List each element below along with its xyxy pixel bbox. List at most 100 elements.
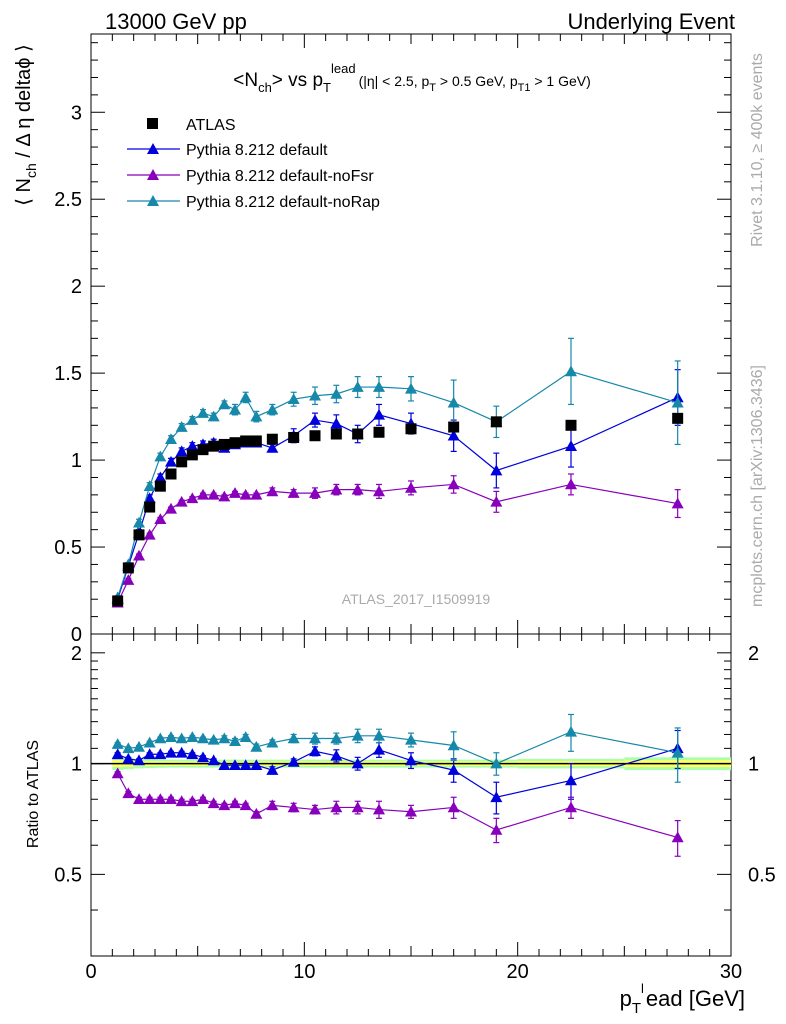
x-tick-label: 20 bbox=[507, 961, 529, 983]
ratio-point-default bbox=[250, 759, 263, 771]
data-point-atlas bbox=[309, 430, 321, 442]
ratio-point-default bbox=[186, 748, 199, 760]
data-point-default bbox=[266, 441, 279, 453]
ratio-point-nofsr bbox=[186, 795, 199, 807]
ratio-point-nofsr bbox=[287, 801, 300, 813]
data-point-nofsr bbox=[490, 495, 503, 507]
data-point-norap bbox=[229, 403, 241, 415]
data-point-norap bbox=[154, 450, 167, 462]
data-point-nofsr bbox=[186, 492, 199, 504]
legend-marker-norap bbox=[147, 195, 159, 206]
data-point-atlas bbox=[186, 449, 198, 461]
legend-label-norap: Pythia 8.212 default-noRap bbox=[186, 194, 380, 211]
y-tick-label: 2.5 bbox=[54, 189, 82, 211]
ratio-point-norap bbox=[351, 729, 364, 741]
y-axis-label: ⟨ Nch / Δ η deltaϕ ⟩ bbox=[13, 44, 39, 206]
data-point-nofsr bbox=[565, 478, 577, 490]
data-point-nofsr bbox=[229, 487, 241, 498]
data-point-nofsr bbox=[447, 478, 460, 490]
data-point-default bbox=[309, 414, 321, 425]
ratio-tick-label-left: 2 bbox=[71, 643, 82, 665]
data-point-norap bbox=[186, 414, 199, 425]
ratio-point-default bbox=[490, 791, 503, 803]
data-point-default bbox=[154, 471, 167, 483]
data-point-norap bbox=[287, 393, 300, 405]
ratio-point-norap bbox=[671, 746, 684, 758]
ratio-point-default bbox=[405, 754, 417, 766]
data-point-norap bbox=[373, 381, 385, 392]
ratio-point-norap bbox=[197, 732, 209, 744]
data-point-atlas bbox=[288, 431, 300, 443]
ratio-line-nofsr bbox=[117, 773, 678, 839]
series-line-norap bbox=[117, 370, 678, 598]
data-point-default bbox=[565, 440, 577, 451]
data-point-nofsr bbox=[330, 483, 343, 495]
y-tick-label: 1.5 bbox=[54, 363, 82, 385]
data-point-norap bbox=[218, 398, 231, 410]
mcplots-label: mcplots.cern.ch [arXiv:1306.3436] bbox=[749, 365, 766, 607]
ratio-point-nofsr bbox=[175, 795, 188, 807]
data-point-norap bbox=[207, 410, 220, 422]
ratio-point-norap bbox=[330, 732, 343, 744]
ratio-point-nofsr bbox=[197, 793, 209, 805]
data-point-nofsr bbox=[197, 488, 209, 500]
data-point-default bbox=[165, 455, 177, 467]
ratio-point-default bbox=[111, 748, 124, 760]
data-point-nofsr bbox=[133, 549, 145, 561]
axis-ticks: 0 10 20 30 0 0.5 1 1.5 2 2.5 3 0.5 0.5 1 1 2 2 bbox=[54, 34, 776, 983]
ratio-point-norap bbox=[309, 732, 321, 744]
data-point-atlas bbox=[176, 456, 188, 468]
ratio-point-default bbox=[133, 754, 145, 766]
ratio-point-nofsr bbox=[447, 801, 460, 813]
ratio-tick-label-left: 0.5 bbox=[54, 864, 82, 886]
ratio-point-nofsr bbox=[351, 801, 364, 813]
data-point-atlas bbox=[197, 444, 209, 456]
data-point-atlas bbox=[330, 428, 342, 440]
ratio-point-nofsr bbox=[565, 801, 577, 813]
y-tick-label: 2 bbox=[71, 276, 82, 298]
data-point-default bbox=[175, 445, 188, 457]
ratio-point-norap bbox=[266, 736, 279, 748]
ratio-point-nofsr bbox=[229, 797, 241, 809]
ratio-point-nofsr bbox=[111, 767, 124, 779]
ratio-point-nofsr bbox=[133, 793, 145, 805]
data-point-nofsr bbox=[351, 483, 364, 495]
analysis-watermark: ATLAS_2017_I1509919 bbox=[342, 591, 491, 607]
ratio-plot-area bbox=[111, 713, 684, 857]
ratio-point-default bbox=[266, 764, 279, 775]
data-point-norap bbox=[565, 365, 577, 377]
data-point-default bbox=[373, 408, 385, 420]
ratio-point-default bbox=[165, 746, 177, 758]
data-point-atlas bbox=[672, 412, 684, 424]
ratio-point-norap bbox=[405, 733, 417, 745]
data-point-atlas bbox=[250, 435, 262, 447]
ratio-point-nofsr bbox=[671, 831, 684, 843]
data-point-default bbox=[330, 417, 343, 429]
data-point-norap bbox=[447, 396, 460, 408]
data-point-nofsr bbox=[239, 488, 252, 500]
data-point-norap bbox=[309, 389, 321, 401]
y-tick-label: 0 bbox=[71, 624, 82, 646]
legend-marker-nofsr bbox=[147, 169, 159, 180]
ratio-panel-frame bbox=[90, 633, 732, 957]
data-point-norap bbox=[266, 403, 279, 415]
ratio-point-norap bbox=[229, 735, 241, 747]
ratio-tick-label-right: 0.5 bbox=[748, 864, 776, 886]
ratio-point-default bbox=[565, 774, 577, 786]
data-point-nofsr bbox=[309, 487, 321, 498]
ratio-point-norap bbox=[490, 757, 503, 769]
legend-marker-default bbox=[147, 143, 159, 154]
legend-label-atlas: ATLAS bbox=[186, 117, 236, 134]
ratio-point-nofsr bbox=[122, 787, 135, 799]
ratio-point-norap bbox=[186, 731, 199, 742]
ratio-point-nofsr bbox=[207, 797, 220, 809]
data-point-atlas bbox=[208, 440, 220, 452]
ratio-point-default bbox=[229, 759, 241, 771]
ratio-point-default bbox=[154, 748, 167, 760]
ratio-tick-label-right: 1 bbox=[748, 754, 759, 776]
data-point-norap bbox=[133, 516, 145, 528]
ratio-point-nofsr bbox=[490, 823, 503, 835]
data-point-nofsr bbox=[287, 487, 300, 498]
legend: ATLAS Pythia 8.212 default Pythia 8.212 … bbox=[127, 117, 380, 211]
data-point-norap bbox=[143, 480, 156, 491]
